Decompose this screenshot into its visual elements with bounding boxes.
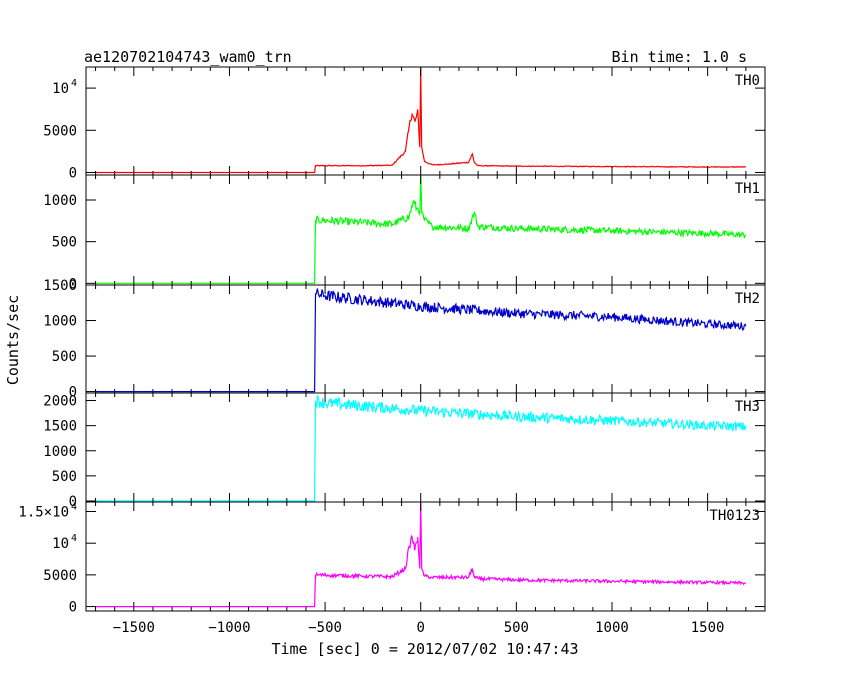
x-tick-label: −1500	[113, 620, 155, 636]
y-tick-label: 10	[52, 81, 69, 97]
x-tick-label: 1500	[691, 620, 725, 636]
panel-frame-th0	[85, 66, 766, 176]
series-line-th2	[95, 288, 747, 393]
x-tick-label: −1000	[208, 620, 250, 636]
bin-time-label: Bin time: 1.0 s	[612, 48, 747, 66]
y-tick-label: 1.5×10	[18, 505, 69, 521]
x-tick-label: 0	[416, 620, 424, 636]
y-tick-label: 1500	[43, 278, 77, 294]
y-tick-label: 0	[69, 494, 77, 510]
y-tick-label: 1000	[43, 314, 77, 330]
y-tick-exponent: 4	[71, 502, 77, 513]
panel-frame-th1	[85, 174, 766, 286]
x-axis-label: Time [sec] 0 = 2012/07/02 10:47:43	[271, 640, 578, 658]
y-tick-label: 500	[52, 469, 77, 485]
y-tick-label: 1500	[43, 419, 77, 435]
y-tick-exponent: 4	[71, 78, 77, 89]
series-line-th1	[95, 174, 747, 284]
y-tick-label: 1000	[43, 193, 77, 209]
y-tick-label: 1000	[43, 444, 77, 460]
panel-frame-th2	[85, 284, 766, 394]
panel-frame-th0123	[85, 501, 766, 612]
y-tick-label: 5000	[43, 123, 77, 139]
series-line-th0123	[95, 501, 746, 608]
panel-label-th3: TH3	[735, 399, 760, 415]
panel-label-th0: TH0	[735, 73, 760, 89]
y-tick-label: 2000	[43, 394, 77, 410]
panel-label-th0123: TH0123	[709, 508, 760, 524]
panel-label-th1: TH1	[735, 181, 760, 197]
series-line-th3	[95, 394, 747, 502]
x-tick-label: 1000	[595, 620, 629, 636]
y-tick-label: 0	[69, 385, 77, 401]
y-tick-label: 10	[52, 536, 69, 552]
x-tick-label: −500	[308, 620, 342, 636]
series-line-th0	[95, 66, 747, 174]
y-tick-label: 0	[69, 165, 77, 181]
y-tick-label: 500	[52, 235, 77, 251]
y-tick-label: 5000	[43, 568, 77, 584]
panel-label-th2: TH2	[735, 291, 760, 307]
y-tick-label: 500	[52, 349, 77, 365]
chart-title: ae120702104743_wam0_trn	[84, 48, 292, 66]
y-tick-label: 0	[69, 276, 77, 292]
x-tick-label: 500	[504, 620, 529, 636]
y-tick-label: 0	[69, 600, 77, 616]
y-axis-label: Counts/sec	[4, 295, 22, 385]
y-tick-exponent: 4	[71, 533, 77, 544]
